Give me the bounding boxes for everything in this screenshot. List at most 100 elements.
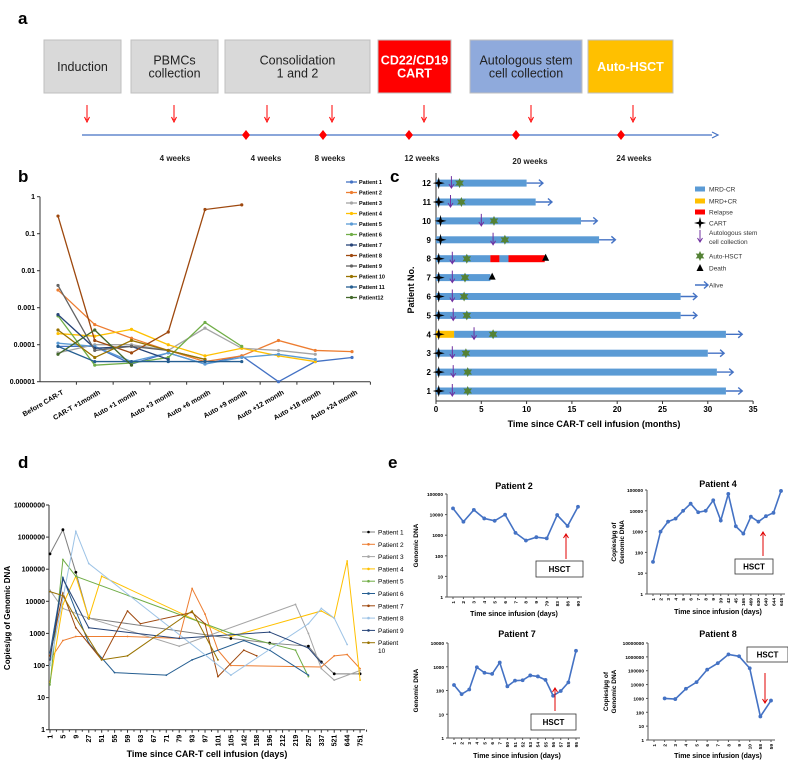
death-triangle-icon (488, 272, 496, 280)
data-point (126, 635, 129, 638)
data-point (229, 632, 232, 635)
data-point (565, 524, 570, 528)
data-point (49, 683, 51, 686)
legend-label: Patient 1 (378, 530, 404, 537)
data-point (49, 589, 51, 592)
status-bar-mrd-cr (436, 368, 717, 376)
data-point (62, 558, 64, 561)
legend-item: MRD-CR (695, 186, 736, 194)
x-tick-label: 469 (749, 598, 755, 606)
x-tick-label: 55 (543, 742, 549, 748)
status-bar-mrd-cr (499, 255, 509, 263)
legend-label: Patient 9 (359, 264, 382, 270)
stem-cell-collection-arrow-icon (450, 365, 457, 379)
legend-marker (349, 264, 354, 268)
x-tick-label: 42 (726, 598, 732, 604)
legend-label: Auto-HSCT (709, 254, 742, 261)
legend-label: Patient12 (359, 296, 383, 302)
legend-label: MRD+CR (709, 199, 737, 206)
data-point (503, 512, 507, 517)
x-axis-title: Time since CAR-T cell infusion (months) (508, 419, 681, 429)
data-point (471, 507, 476, 512)
x-tick-label: 56 (551, 742, 557, 748)
y-axis-title: Copies/µg of (603, 671, 610, 711)
x-axis-title: Time since infusion (days) (674, 609, 762, 616)
cart-star-icon (432, 252, 445, 265)
patient-row: 5 (427, 308, 698, 322)
step-box-label: Auto-HSCT (597, 60, 664, 74)
data-point (74, 575, 77, 578)
series-patient-4 (49, 560, 361, 684)
data-point (93, 363, 97, 367)
alive-arrow-icon (535, 197, 554, 207)
x-axis-title: Time since infusion (days) (674, 753, 762, 760)
series-line (57, 315, 243, 366)
x-tick-label: 212 (280, 735, 287, 747)
x-tick-label: 2 (658, 598, 664, 601)
patient-row: 4 (427, 327, 744, 341)
data-point (359, 669, 361, 672)
patient-row: 12 (422, 176, 544, 190)
step-box: Induction (43, 39, 122, 94)
x-tick-label: 27 (86, 735, 93, 743)
status-bar-mrd-cr (436, 387, 726, 395)
status-bar-mrd-cr (436, 236, 600, 244)
patient-row: 3 (427, 346, 726, 360)
data-point (87, 626, 90, 629)
legend-label: Patient 7 (359, 243, 382, 249)
y-tick-label: 1 (41, 727, 45, 734)
alive-arrow-icon (680, 311, 698, 320)
data-point (93, 355, 97, 360)
data-point (673, 697, 678, 701)
stem-cell-collection-arrow-icon (447, 195, 454, 208)
data-point (56, 328, 60, 332)
series-line (49, 529, 348, 676)
data-point (178, 637, 181, 640)
auto-hsct-star-icon (463, 386, 472, 396)
data-point (694, 680, 699, 685)
data-point (100, 575, 103, 578)
legend-marker (349, 253, 354, 258)
data-point (240, 355, 244, 360)
hsct-arrow-icon (563, 533, 569, 559)
legend-label: Patient 5 (378, 579, 404, 586)
diamond-marker-icon (319, 130, 327, 140)
x-tick-label: 0 (434, 405, 439, 414)
data-point (240, 203, 244, 207)
y-tick-label: 100 (636, 710, 644, 716)
data-point (307, 675, 310, 678)
legend-label: Patient 1 (359, 180, 382, 186)
legend-label: Patient 5 (359, 222, 382, 228)
auto-hsct-star-icon (462, 253, 472, 264)
y-tick-label: 0.1 (25, 231, 35, 238)
legend-label: MRD-CR (709, 187, 736, 194)
alive-arrow-icon (680, 292, 698, 301)
x-tick-label: 9 (73, 735, 80, 739)
stem-cell-collection-arrow-icon (449, 270, 456, 284)
chart-title: Patient 7 (498, 629, 536, 639)
x-tick-label: 30 (703, 405, 712, 414)
x-tick-label: 5 (479, 405, 484, 414)
data-point (139, 622, 142, 625)
hsct-annotation-label: HSCT (543, 718, 565, 727)
stem-cell-collection-arrow-icon (490, 232, 497, 246)
data-point (56, 331, 60, 336)
legend-marker (367, 592, 370, 595)
x-tick-label: 79 (177, 735, 184, 743)
data-point (756, 519, 761, 524)
data-point (217, 658, 219, 661)
legend-label: Patient 9 (378, 628, 404, 635)
data-point (684, 686, 688, 691)
data-point (320, 662, 323, 664)
data-point (62, 603, 64, 606)
y-tick-label: 11 (423, 198, 432, 207)
y-tick-label: 1000 (433, 665, 444, 671)
data-point (452, 683, 456, 687)
legend-label: Relapse (709, 210, 733, 217)
data-point (203, 207, 207, 212)
